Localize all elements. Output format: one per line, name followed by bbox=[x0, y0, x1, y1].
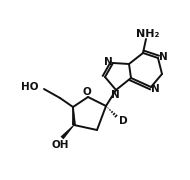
Text: OH: OH bbox=[51, 140, 69, 150]
Text: O: O bbox=[83, 87, 91, 97]
Text: HO: HO bbox=[21, 82, 38, 92]
Text: N: N bbox=[151, 84, 159, 94]
Text: NH₂: NH₂ bbox=[136, 29, 160, 39]
Text: N: N bbox=[111, 90, 119, 100]
Text: D: D bbox=[119, 116, 127, 126]
Text: N: N bbox=[159, 52, 167, 62]
Polygon shape bbox=[72, 107, 76, 125]
Text: N: N bbox=[104, 57, 112, 67]
Polygon shape bbox=[61, 125, 74, 139]
